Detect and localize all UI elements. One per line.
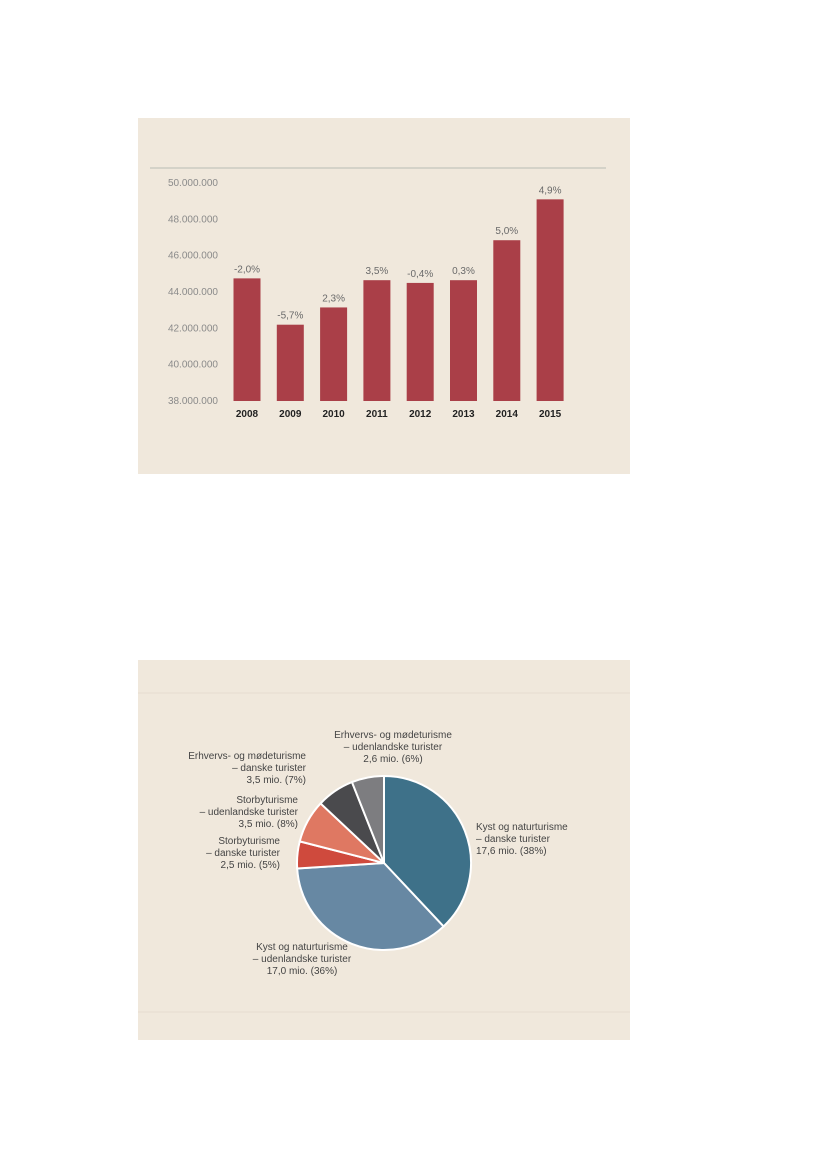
y-tick-label: 38.000.000 — [168, 396, 218, 407]
bar-data-label: -0,4% — [407, 269, 433, 280]
slice-label: Erhvervs- og mødeturisme – udenlandske tu… — [334, 730, 452, 765]
bar — [276, 324, 304, 401]
x-tick-label: 2013 — [452, 409, 475, 420]
x-tick-label: 2011 — [366, 409, 388, 420]
y-tick-label: 50.000.000 — [168, 178, 218, 189]
x-tick-label: 2014 — [496, 409, 519, 420]
bar-data-label: 3,5% — [366, 266, 389, 277]
bar-data-label: -2,0% — [234, 264, 260, 275]
x-tick-label: 2015 — [539, 409, 562, 420]
slice-label: Kyst og naturturisme – udenlandske turist… — [253, 942, 352, 977]
y-tick-label: 44.000.000 — [168, 287, 218, 298]
y-tick-label: 46.000.000 — [168, 251, 218, 262]
y-tick-label: 40.000.000 — [168, 360, 218, 371]
pie-slice — [350, 774, 385, 864]
bar-chart-panel: 38.000.000 40.000.000 42.000.000 44.000.000… — [138, 118, 630, 474]
bar — [233, 278, 261, 401]
bar — [450, 280, 477, 401]
pie-chart: Kyst og naturturisme – danske turister 17,… — [138, 692, 630, 1013]
bar-data-label: 5,0% — [495, 226, 518, 237]
bar-data-label: 2,3% — [322, 293, 345, 304]
bar — [536, 199, 564, 401]
slice-label: Storbyturisme – danske turister 2,5 mio. (… — [206, 836, 281, 871]
slice-label: Erhvervs- og mødeturisme – danske turiste… — [188, 751, 306, 786]
pie-slice — [296, 861, 445, 951]
bar-data-label: 0,3% — [452, 266, 475, 277]
slice-label: Storbyturisme – udenlandske turister 3,5 m… — [200, 795, 299, 830]
y-tick-label: 42.000.000 — [168, 323, 218, 334]
y-tick-label: 48.000.000 — [168, 214, 218, 225]
bar-data-label: 4,9% — [539, 185, 562, 196]
x-tick-label: 2010 — [322, 409, 345, 420]
bar-data-label: -5,7% — [277, 311, 303, 322]
pie-slice — [383, 774, 472, 928]
bar — [493, 240, 521, 401]
slice-label: Kyst og naturturisme – danske turister 17,… — [476, 822, 568, 857]
bar — [320, 307, 348, 401]
x-tick-label: 2008 — [236, 409, 259, 420]
bar — [363, 280, 391, 401]
bar-chart: 38.000.000 40.000.000 42.000.000 44.000.000… — [150, 167, 606, 420]
x-tick-label: 2009 — [279, 409, 302, 420]
bar — [406, 282, 434, 401]
pie-chart-panel: Kyst og naturturisme – danske turister 17,… — [138, 660, 630, 1040]
x-tick-label: 2012 — [409, 409, 432, 420]
